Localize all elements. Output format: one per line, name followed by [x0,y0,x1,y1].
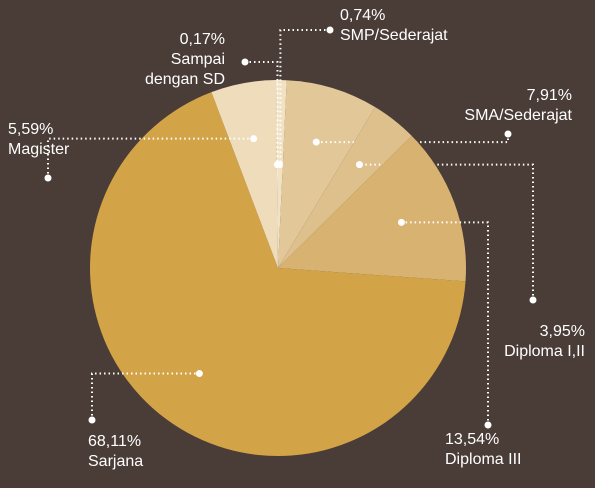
value-label: 3,95% [539,323,585,340]
value-label: 0,17% [179,31,225,48]
leader-dot [44,174,52,182]
slice-label: 3,95% Diploma I,II [504,322,585,362]
pie-slice [275,80,278,268]
category-label: Magister [8,141,70,158]
leader-dot [241,58,249,66]
category-label: SMP/Sederajat [340,27,448,44]
leader-line [47,137,254,178]
slice-label: 68,11% Sarjana [88,432,143,472]
pie-slice [278,80,376,269]
pie-slice [278,80,287,268]
leader-dot [355,161,363,169]
leader-dot [504,130,512,138]
slice-label: 0,17% Sampai dengan SD [115,30,225,90]
pie-slice [89,92,466,456]
leader-line [245,61,279,165]
category-label: Sarjana [88,453,144,470]
slice-label: 0,74% SMP/Sederajat [340,6,448,46]
value-label: 13,54% [445,431,500,448]
leader-line [91,372,200,420]
leader-dot [312,138,320,146]
slice-label: 13,54% Diploma III [445,430,521,470]
slice-label: 7,91% SMA/Sederajat [464,86,572,126]
value-label: 0,74% [340,7,386,24]
leader-dot [397,218,405,226]
leader-dot [88,416,96,424]
leader-dot [529,296,537,304]
category-label: SMA/Sederajat [464,107,572,124]
category-label: Diploma III [445,451,522,468]
pie-slice [278,107,412,268]
leader-dot [484,421,492,429]
leader-dot [250,135,258,143]
pie-slice [211,80,278,269]
category-label: Diploma I,II [504,343,585,360]
value-label: 68,11% [88,433,142,450]
pie-slice [278,135,466,282]
value-label: 7,91% [526,87,572,104]
slice-label: 5,59% Magister [8,120,69,160]
value-label: 5,59% [8,121,54,138]
leader-line [401,221,489,425]
category-label: Sampai dengan SD [144,51,225,88]
leader-dot [326,26,334,34]
leader-line [279,29,330,165]
leader-dot [273,161,281,169]
leader-line [359,163,534,300]
leader-dot [195,370,203,378]
